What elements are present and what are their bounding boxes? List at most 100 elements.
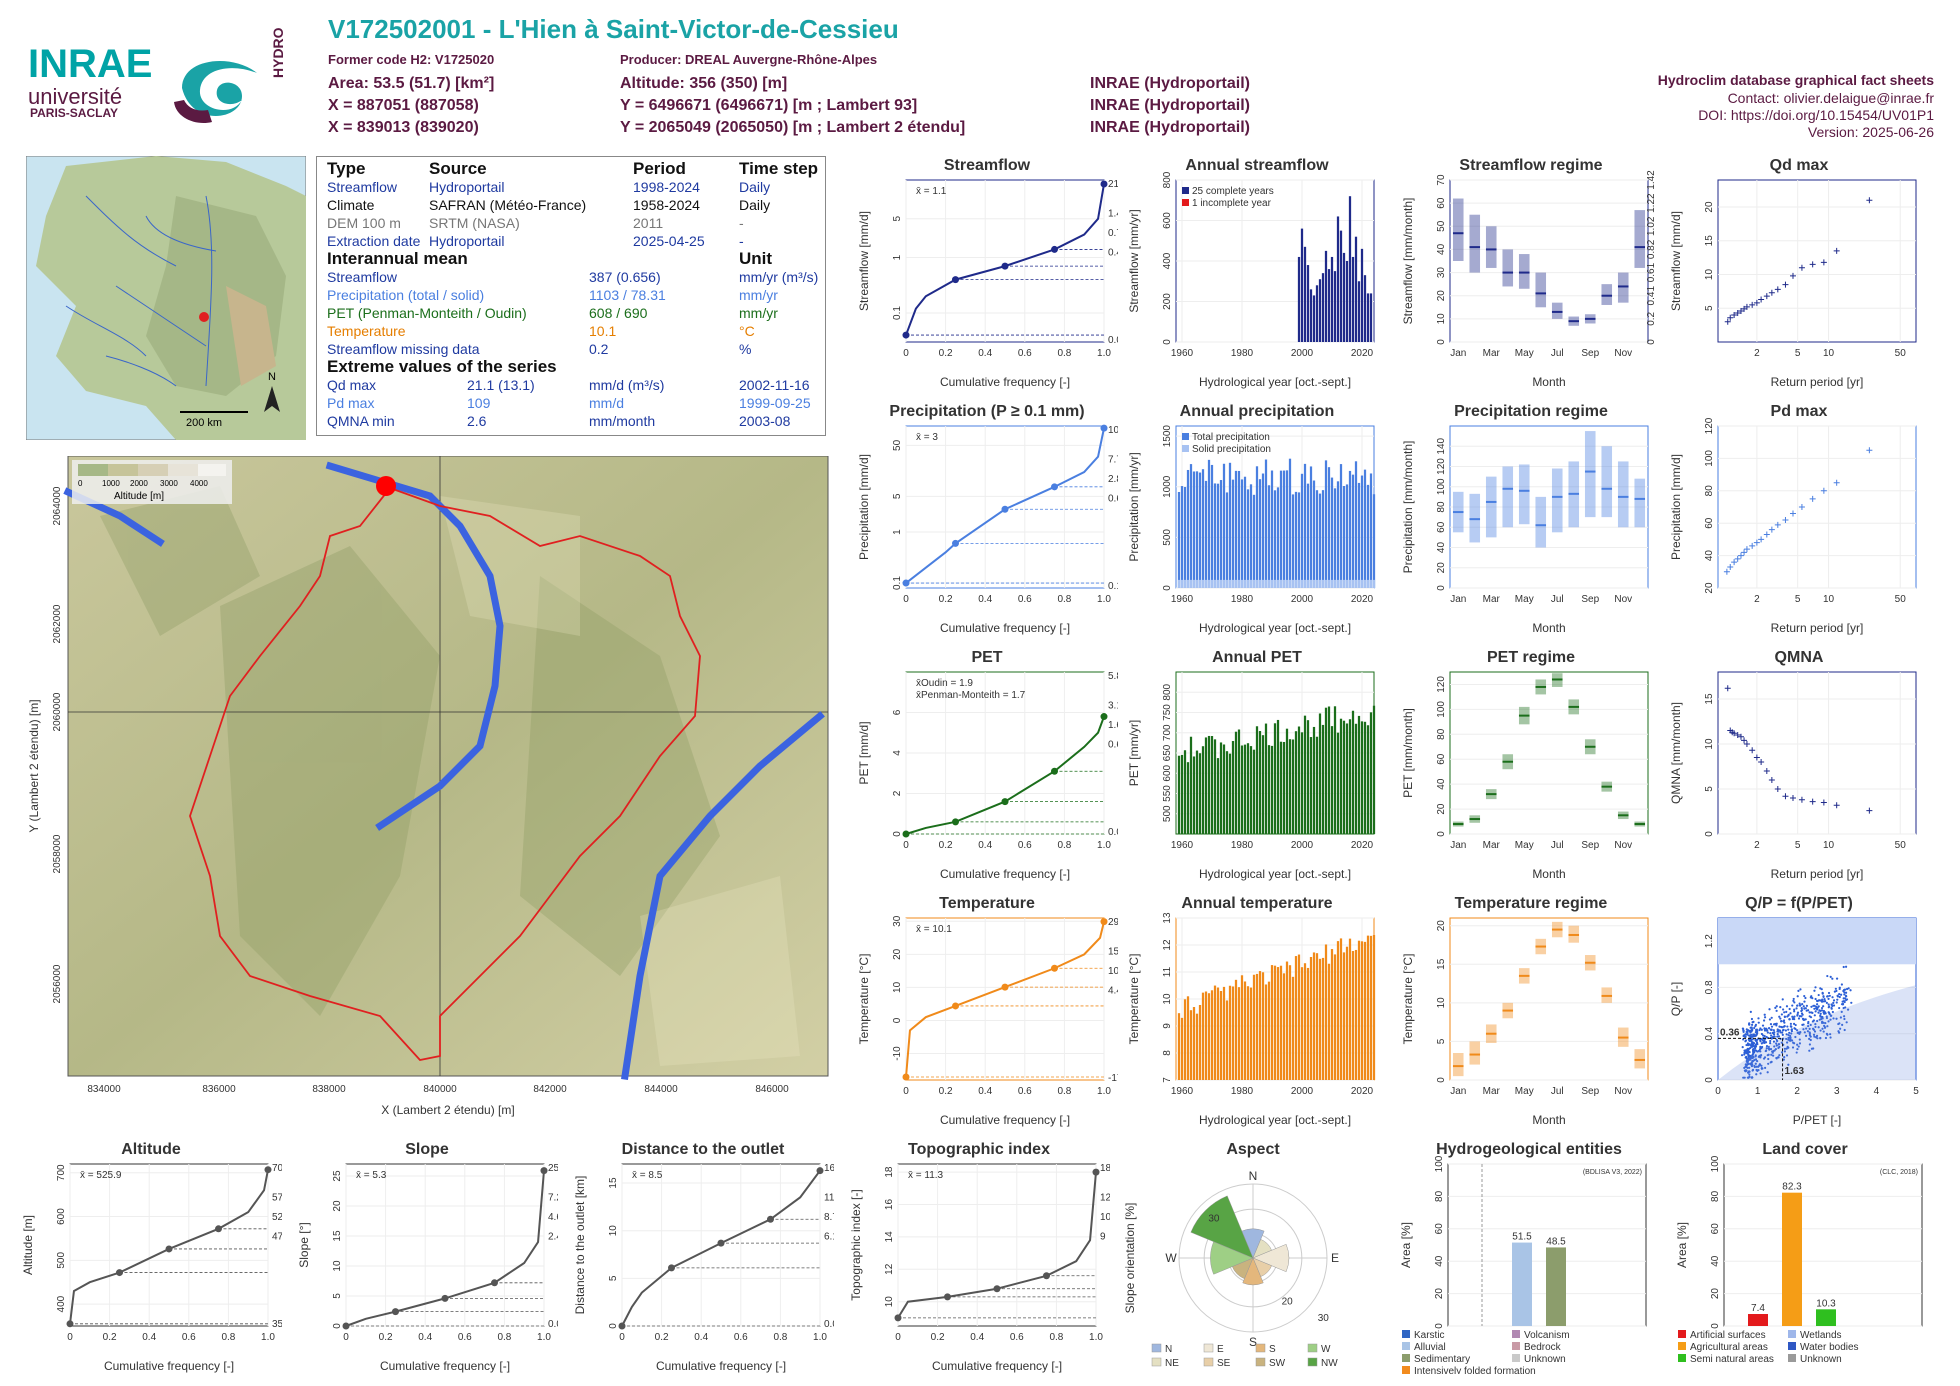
data-point (1789, 795, 1796, 801)
x-tick: 844000 (644, 1084, 678, 1095)
scatter-point (1850, 1001, 1853, 1004)
doi-link[interactable]: DOI: https://doi.org/10.15454/UV01P1 (1698, 107, 1934, 123)
bar (1273, 965, 1277, 1080)
scatter-point (1836, 998, 1839, 1001)
right-tick: 7.7 (1108, 454, 1118, 465)
right-tick: 0.4 (1108, 247, 1118, 258)
x-tick: 0.8 (1057, 348, 1071, 359)
bar (1267, 745, 1271, 834)
scatter-point (1743, 1051, 1746, 1054)
y-axis-label: Slope [°] (297, 1222, 311, 1268)
bar (1177, 491, 1181, 588)
scatter-point (1755, 1068, 1758, 1072)
bar-solid (1249, 579, 1253, 588)
bar-solid (1312, 579, 1316, 588)
right-tick: 0.0 (824, 1319, 834, 1330)
legend-swatch (1788, 1330, 1796, 1338)
x-tick: 2000 (1291, 1086, 1314, 1097)
scatter-point (1787, 1063, 1790, 1066)
scatter-point (1755, 1039, 1758, 1043)
legend-label: Semi natural areas (1690, 1354, 1774, 1365)
bar (1177, 1013, 1181, 1080)
database-title: Hydroclim database graphical fact sheets (1657, 72, 1934, 88)
scatter-point (1817, 1005, 1820, 1008)
legend-swatch (1678, 1354, 1686, 1362)
y-axis-label: Streamflow [mm/d] (857, 211, 871, 311)
x-tick: Mar (1483, 348, 1501, 359)
scatter-point (1766, 1054, 1769, 1057)
bar (1345, 723, 1349, 834)
scatter-point (1803, 1031, 1806, 1034)
legend-label: Artificial surfaces (1690, 1330, 1766, 1341)
bar (1306, 967, 1310, 1080)
row-type: DEM 100 m (327, 215, 401, 231)
bar (1330, 477, 1334, 588)
scatter-point (1800, 1009, 1803, 1013)
x-axis-label: Return period [yr] (1771, 867, 1864, 881)
data-point (1734, 309, 1741, 316)
y-axis-label: PET [mm/yr] (1127, 720, 1141, 786)
quantile-point (1100, 713, 1108, 721)
scatter-point (1763, 1027, 1766, 1030)
scatter-point (1819, 999, 1822, 1002)
scatter-point (1797, 1045, 1800, 1048)
x-tick: 50 (1895, 594, 1907, 605)
catchment-map: 0 1000 2000 3000 4000 Altitude [m] 83400… (27, 456, 829, 1117)
x-tick: 0.2 (931, 1332, 945, 1343)
scatter-point (1830, 1014, 1833, 1017)
data-point (1724, 685, 1731, 692)
x-tick: 0.4 (142, 1332, 156, 1343)
bar (1816, 1309, 1836, 1326)
bar (1237, 987, 1241, 1080)
x-tick: 10 (1823, 594, 1835, 605)
scatter-point (1824, 1021, 1827, 1025)
scatter-point (1845, 987, 1849, 991)
scatter-point (1753, 1033, 1756, 1036)
scatter-point (1750, 1045, 1754, 1048)
y-tick: 600 (56, 1208, 67, 1225)
series-line (345, 1170, 545, 1327)
scatter-point (1793, 1027, 1796, 1030)
contact[interactable]: Contact: olivier.delaigue@inrae.fr (1727, 90, 1934, 106)
data-point (1820, 799, 1827, 806)
x-tick: Sep (1581, 840, 1599, 851)
y-tick: 10 (1704, 738, 1715, 750)
bar (1243, 476, 1247, 588)
bar (1342, 252, 1346, 342)
scatter-point (1747, 1076, 1750, 1079)
bar (1222, 744, 1226, 834)
annual_pet-chart: Annual PET Hydrological year [oct.-sept.]… (1127, 649, 1376, 881)
scatter-point (1781, 998, 1784, 1001)
scatter-point (1774, 1006, 1777, 1009)
bar (1180, 1017, 1184, 1080)
x-tick: 5 (1913, 1086, 1919, 1097)
y-axis-label: Streamflow [mm/month] (1401, 198, 1415, 325)
scatter-point (1789, 1034, 1792, 1038)
bar (1225, 492, 1229, 588)
scatter-point (1773, 1045, 1776, 1048)
mean-value: 1103 / 78.31 (589, 287, 666, 303)
bar-solid (1366, 579, 1370, 588)
x-tick: 2000 (1291, 348, 1314, 359)
scatter-point (1813, 989, 1816, 992)
scatter-point (1796, 1047, 1799, 1051)
scatter-point (1768, 1048, 1771, 1051)
scatter-point (1765, 1049, 1768, 1052)
scatter-point (1769, 1039, 1772, 1043)
x-tick: Sep (1581, 348, 1599, 359)
catchment-boundary (189, 486, 701, 1061)
bar (1312, 295, 1316, 342)
right-tick: 572 (272, 1192, 282, 1203)
scatter-point (1785, 1047, 1788, 1050)
data-point (1809, 798, 1816, 805)
y-axis-label: Precipitation [mm/yr] (1127, 452, 1141, 561)
y-tick: 60 (1436, 521, 1447, 533)
scatter-point (1767, 1062, 1770, 1065)
x-tick: 0.4 (978, 348, 992, 359)
data-point (1737, 733, 1744, 740)
bar (1261, 735, 1265, 834)
scatter-point (1841, 1023, 1844, 1026)
scatter-point (1845, 991, 1848, 994)
scatter-point (1810, 1047, 1814, 1050)
bar (1336, 481, 1340, 588)
